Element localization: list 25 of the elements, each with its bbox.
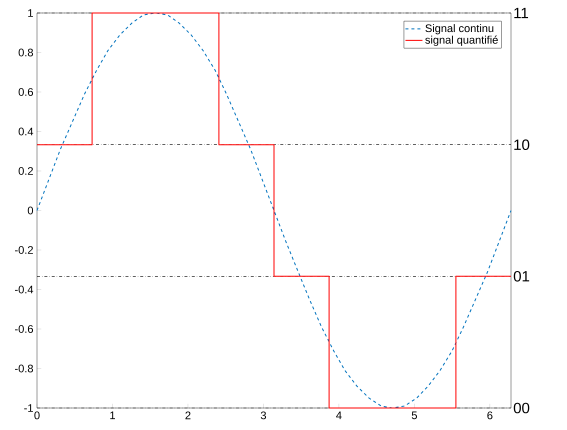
text: 01 — [514, 270, 530, 282]
x-tick-label: 1 — [110, 412, 115, 420]
y-tick-label: -0.8 — [15, 364, 34, 372]
y-tick-label: -0.6 — [15, 325, 34, 333]
y-tick-label: -0.2 — [15, 246, 33, 254]
y-tick-label: 0.2 — [18, 167, 33, 175]
x-tick-label: 4 — [336, 412, 342, 420]
text: 11 — [514, 8, 528, 18]
line-series — [36, 12, 512, 408]
x-tick-label: 6 — [487, 412, 492, 420]
y-tick-label: 0.4 — [18, 128, 34, 136]
y-tick-label: 1 — [28, 9, 33, 17]
x-tick-label: 5 — [412, 412, 417, 420]
x-tick-label: 3 — [260, 412, 266, 420]
y-tick-label: 0 — [28, 206, 34, 214]
text: 10 — [514, 139, 530, 150]
text: 00 — [514, 402, 530, 414]
x-tick-label: 2 — [185, 412, 190, 420]
x-tick-label: 0 — [34, 412, 40, 420]
legend-label: signal quantifié — [425, 36, 498, 46]
y-tick-label: 0.8 — [18, 48, 34, 56]
legend-label: Signal continu — [425, 24, 494, 34]
y-tick-label: -1 — [24, 404, 33, 412]
y-tick-label: -0.4 — [15, 286, 34, 294]
y-tick-label: 0.6 — [18, 88, 34, 96]
